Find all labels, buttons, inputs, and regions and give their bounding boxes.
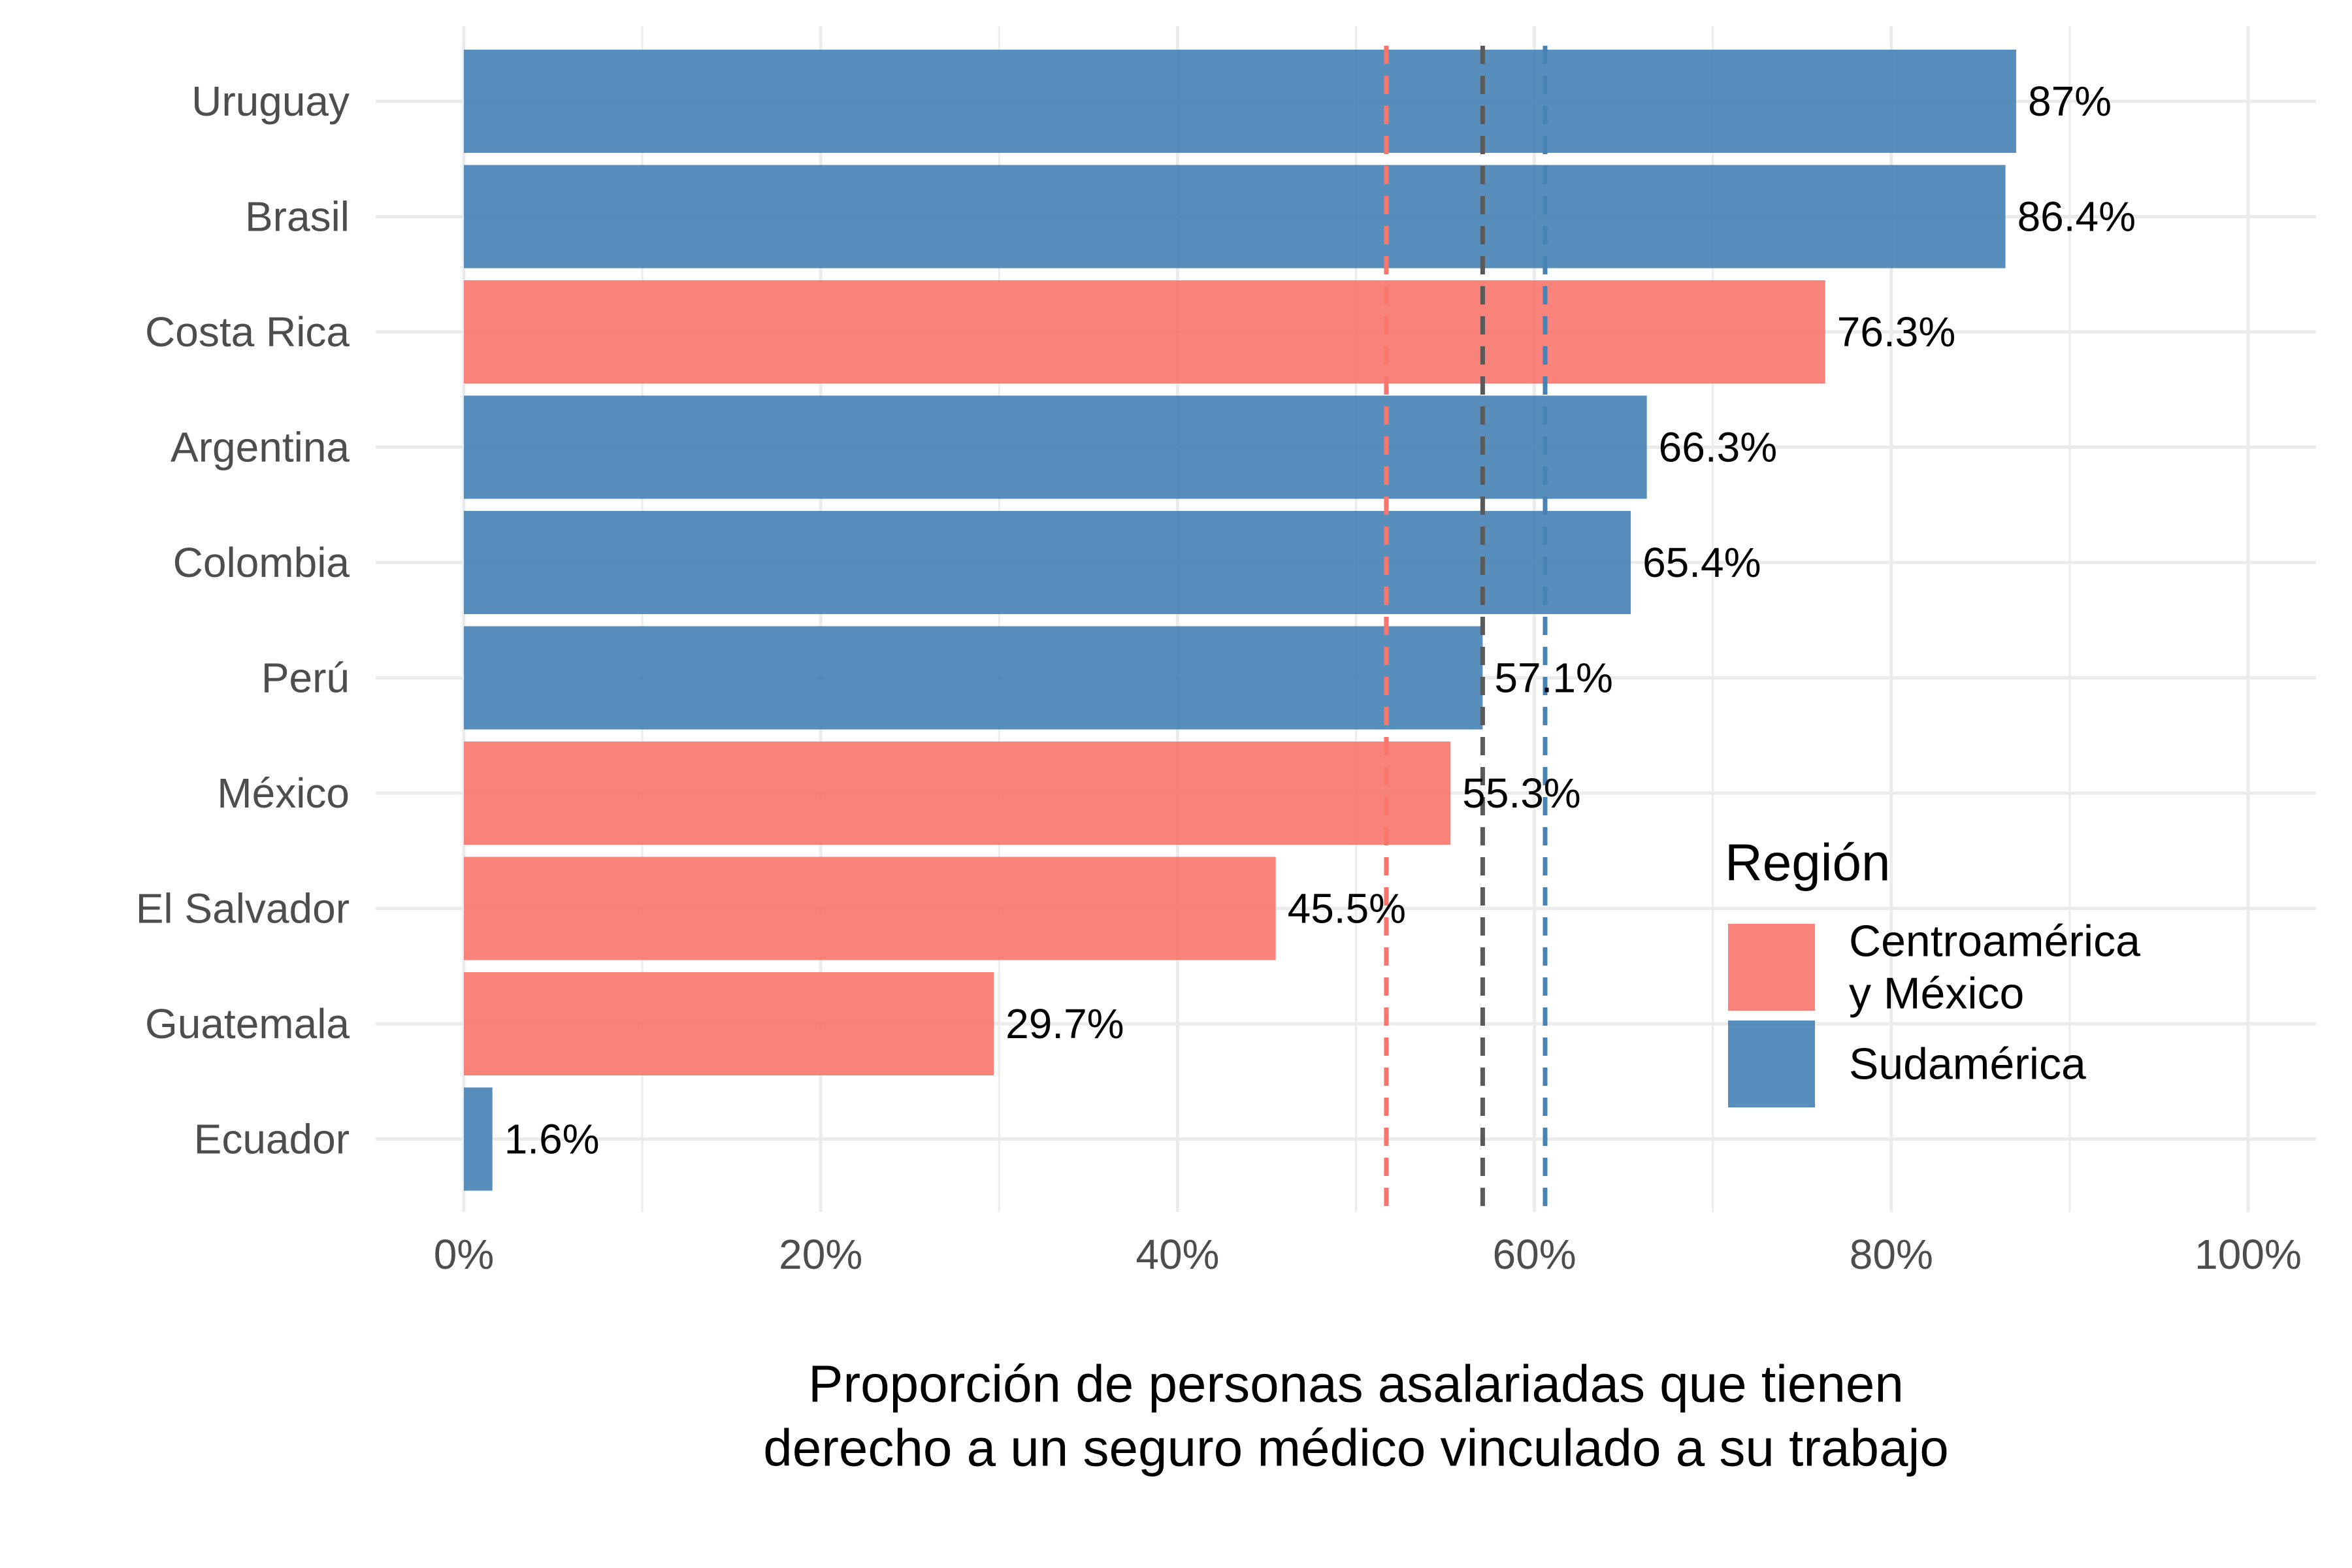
x-axis-title-line: Proporción de personas asalariadas que t…	[808, 1355, 1904, 1413]
data-label: 76.3%	[1837, 308, 1955, 355]
bar	[464, 1087, 493, 1191]
bar	[464, 395, 1647, 499]
x-axis-ticks: 0% 20% 40% 60% 80% 100%	[434, 1231, 2302, 1278]
x-axis-title-line: derecho a un seguro médico vinculado a s…	[763, 1419, 1949, 1477]
y-tick-label: México	[217, 770, 350, 817]
y-tick-label: El Salvador	[136, 885, 350, 932]
x-tick-label: 80%	[1850, 1231, 1933, 1278]
legend-label: Centroamérica	[1849, 917, 2140, 966]
data-label: 66.3%	[1659, 424, 1777, 471]
data-label: 45.5%	[1288, 885, 1406, 932]
x-tick-label: 60%	[1493, 1231, 1576, 1278]
y-tick-label: Brasil	[245, 193, 350, 240]
reference-lines	[1384, 46, 1548, 1209]
x-tick-label: 0%	[434, 1231, 495, 1278]
legend-label: y México	[1849, 969, 2024, 1019]
x-tick-label: 40%	[1135, 1231, 1219, 1278]
bar	[464, 742, 1451, 845]
y-tick-label: Perú	[261, 655, 350, 702]
data-label: 57.1%	[1494, 655, 1612, 702]
x-tick-label: 20%	[779, 1231, 862, 1278]
bars	[464, 50, 2016, 1191]
y-axis-ticks: Uruguay Brasil Costa Rica Argentina Colombia…	[136, 78, 350, 1163]
y-tick-label: Argentina	[171, 424, 350, 471]
y-tick-label: Uruguay	[191, 78, 350, 125]
bar	[464, 511, 1631, 614]
legend-key	[1728, 924, 1815, 1011]
bar	[464, 50, 2016, 153]
data-label: 86.4%	[2017, 193, 2136, 240]
bar	[464, 165, 2006, 269]
y-tick-label: Colombia	[173, 539, 350, 586]
x-axis-title: Proporción de personas asalariadas que t…	[763, 1355, 1949, 1477]
x-tick-label: 100%	[2195, 1231, 2302, 1278]
legend-title: Región	[1725, 834, 1891, 892]
bar	[464, 626, 1483, 730]
legend-label: Sudamérica	[1849, 1039, 2086, 1089]
legend-key	[1728, 1021, 1815, 1107]
y-tick-label: Costa Rica	[145, 308, 350, 355]
data-labels: 87% 86.4% 76.3% 66.3% 65.4% 57.1% 55.3% 45.5% 29…	[504, 78, 2136, 1163]
data-label: 55.3%	[1462, 770, 1580, 817]
bar	[464, 972, 994, 1075]
bar	[464, 857, 1276, 960]
y-tick-label: Ecuador	[194, 1116, 350, 1163]
y-tick-label: Guatemala	[145, 1000, 350, 1047]
data-label: 87%	[2028, 78, 2112, 125]
data-label: 1.6%	[504, 1116, 600, 1163]
data-label: 65.4%	[1642, 539, 1761, 586]
bar	[464, 280, 1825, 384]
data-label: 29.7%	[1005, 1000, 1124, 1047]
